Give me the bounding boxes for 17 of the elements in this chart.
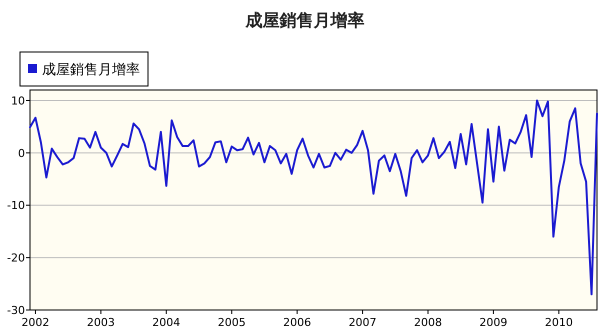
legend-label: 成屋銷售月增率 (42, 62, 140, 78)
y-tick-label: -10 (7, 199, 25, 212)
x-tick-label: 2008 (414, 316, 442, 329)
line-series (29, 99, 598, 296)
x-tick-label: 2003 (86, 316, 115, 329)
x-tick-label: 2006 (283, 316, 312, 329)
x-tick-label: 2002 (21, 316, 50, 329)
x-tick-label: 2010 (544, 316, 573, 329)
x-tick-label: 2005 (218, 316, 246, 329)
y-tick-label: 0 (18, 146, 25, 160)
y-tick-label: 10 (11, 94, 25, 108)
x-tick-label: 2009 (479, 316, 508, 329)
y-tick-label: -20 (7, 252, 25, 265)
x-tick-label: 2004 (152, 316, 180, 329)
y-tick-label: -30 (7, 304, 25, 317)
chart-title: 成屋銷售月增率 (244, 11, 364, 31)
x-tick-label: 2007 (348, 316, 377, 329)
